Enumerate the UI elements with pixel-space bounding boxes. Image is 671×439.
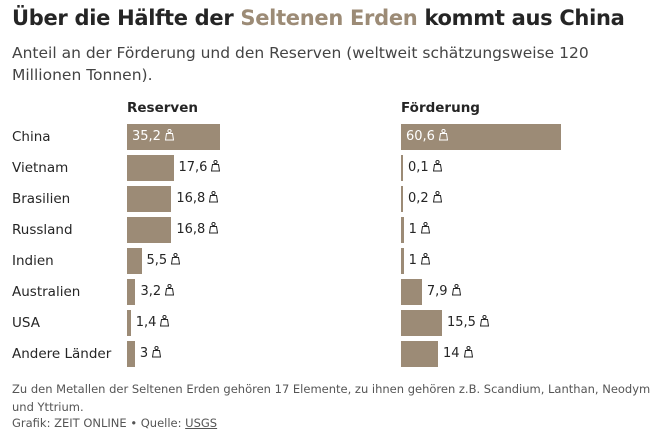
data-label-value: 1 (408, 253, 417, 268)
data-label: 15,5 (447, 310, 489, 336)
data-label-value: 60,6 (406, 129, 435, 144)
category-label: Brasilien (12, 191, 71, 207)
bar-foerderung (401, 217, 404, 243)
weight-icon (435, 128, 449, 144)
category-label: Andere Länder (12, 346, 112, 362)
bar-reserven (127, 217, 172, 243)
bar-foerderung (401, 310, 442, 336)
data-label-value: 16,8 (176, 222, 206, 237)
data-label-value: 3,2 (140, 284, 162, 299)
weight-icon (148, 345, 162, 361)
data-label-value: 1 (408, 222, 417, 237)
data-label: 35,2 (132, 124, 175, 150)
data-label-value: 16,8 (176, 191, 206, 206)
weight-icon (205, 190, 219, 206)
category-label: Australien (12, 284, 81, 300)
category-label: USA (12, 315, 40, 331)
title-text-start: Über die Hälfte der (12, 6, 241, 30)
data-label: 1 (408, 217, 431, 243)
data-label-value: 3 (139, 346, 149, 361)
weight-icon (205, 221, 219, 237)
weight-icon (448, 283, 461, 299)
data-label: 3 (139, 341, 162, 367)
category-label: Russland (12, 222, 73, 238)
chart-subtitle: Anteil an der Förderung und den Reserven… (12, 44, 589, 84)
data-label-value: 5,5 (146, 253, 168, 268)
source-prefix: Grafik: ZEIT ONLINE • Quelle: (12, 416, 186, 430)
bar-foerderung (401, 341, 438, 367)
bar-reserven (127, 310, 131, 336)
bar-foerderung (401, 124, 562, 150)
title-highlight: Seltenen Erden (240, 6, 418, 30)
data-label: 17,6 (179, 155, 221, 181)
bar-reserven (127, 279, 136, 305)
weight-icon (156, 314, 170, 330)
data-label: 3,2 (140, 279, 175, 305)
data-label-value: 17,6 (178, 160, 208, 175)
bar-foerderung (401, 155, 403, 181)
data-label: 7,9 (427, 279, 461, 305)
weight-icon (460, 345, 473, 361)
data-label: 0,2 (408, 186, 442, 212)
data-label: 1,4 (136, 310, 170, 336)
bar-reserven (127, 155, 174, 181)
weight-icon (417, 252, 431, 268)
bar-reserven (127, 248, 142, 274)
weight-icon (476, 314, 489, 330)
bar-reserven (127, 186, 172, 212)
bar-foerderung (401, 186, 403, 212)
column-header-reserven: Reserven (127, 100, 198, 116)
title-text-end: kommt aus China (417, 6, 625, 30)
data-label: 1 (408, 248, 431, 274)
bar-foerderung (401, 279, 422, 305)
data-label-value: 35,2 (132, 129, 161, 144)
weight-icon (161, 283, 175, 299)
bar-reserven (127, 124, 220, 150)
chart-title: Über die Hälfte der Seltenen Erden kommt… (12, 6, 625, 30)
source-line: Grafik: ZEIT ONLINE • Quelle: USGS (12, 416, 217, 430)
category-label: Vietnam (12, 160, 69, 176)
data-label-value: 14 (442, 346, 460, 361)
bar-foerderung (401, 248, 404, 274)
weight-icon (207, 159, 221, 175)
bar-reserven (127, 341, 135, 367)
data-label-value: 1,4 (135, 315, 157, 330)
data-label-value: 0,2 (408, 191, 429, 206)
weight-icon (429, 159, 442, 175)
data-label: 60,6 (406, 124, 449, 150)
category-label: China (12, 129, 51, 145)
data-label: 16,8 (176, 186, 219, 212)
weight-icon (429, 190, 442, 206)
category-label: Indien (12, 253, 54, 269)
data-label: 14 (443, 341, 473, 367)
data-label-value: 15,5 (446, 315, 476, 330)
weight-icon (161, 128, 175, 144)
weight-icon (417, 221, 431, 237)
data-label-value: 0,1 (408, 160, 429, 175)
data-label: 0,1 (408, 155, 442, 181)
data-label: 16,8 (176, 217, 219, 243)
source-link-usgs[interactable]: USGS (185, 416, 218, 430)
footnote: Zu den Metallen der Seltenen Erden gehör… (12, 382, 651, 414)
data-label: 5,5 (147, 248, 181, 274)
data-label-value: 7,9 (426, 284, 448, 299)
weight-icon (167, 252, 181, 268)
column-header-foerderung: Förderung (401, 100, 480, 116)
